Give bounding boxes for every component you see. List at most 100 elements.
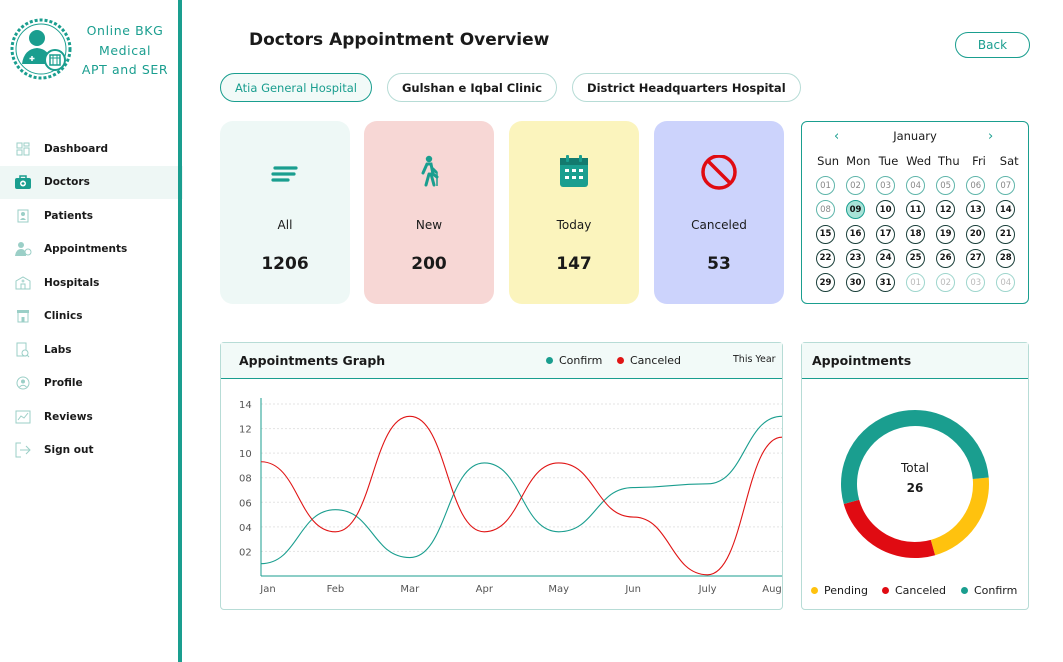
sidebar-divider [178, 0, 182, 662]
tab-atia-general-hospital[interactable]: Atia General Hospital [220, 73, 372, 102]
calendar-day[interactable]: 16 [846, 224, 866, 244]
donut-segment-canceled [841, 410, 989, 558]
calendar-day[interactable]: 11 [906, 200, 926, 220]
calendar-day[interactable]: 18 [906, 224, 926, 244]
calendar-day[interactable]: 22 [816, 248, 835, 268]
sidebar-item-hospitals[interactable]: Hospitals [0, 266, 183, 300]
calendar-day[interactable]: 09 [846, 200, 866, 220]
calendar-day[interactable]: 12 [936, 200, 956, 220]
legend-label: Confirm [974, 584, 1018, 597]
sidebar-item-sign-out[interactable]: Sign out [0, 434, 183, 468]
canceled-appointments-card[interactable]: Canceled 53 [654, 121, 784, 304]
sidebar-item-labs[interactable]: Labs [0, 333, 183, 367]
calendar-day[interactable]: 25 [906, 248, 926, 268]
calendar-day[interactable]: 24 [876, 248, 896, 268]
series-line-confirm [260, 415, 782, 565]
cancel-icon [654, 155, 784, 195]
y-tick-label: 06 [239, 498, 252, 509]
new-appointments-card[interactable]: New 200 [364, 121, 494, 304]
chevron-right-icon[interactable]: › [988, 129, 994, 144]
sidebar-item-label: Hospitals [44, 276, 100, 289]
calendar-day[interactable]: 04 [996, 273, 1016, 293]
calendar-day[interactable]: 21 [996, 224, 1016, 244]
all-appointments-card[interactable]: All 1206 [220, 121, 350, 304]
calendar-day[interactable]: 10 [876, 200, 896, 220]
today-appointments-card[interactable]: Today 147 [509, 121, 639, 304]
brand-line-2: Medical [98, 42, 152, 58]
calendar-day[interactable]: 20 [966, 224, 986, 244]
legend-dot-confirm [546, 357, 553, 364]
sidebar-item-doctors[interactable]: Doctors [0, 165, 183, 199]
calendar-icon [509, 155, 639, 195]
doctor-bag-icon [14, 173, 32, 191]
sidebar-nav: Dashboard Doctors Patients Appointments [0, 132, 183, 467]
calendar-day[interactable]: 06 [966, 176, 986, 195]
sidebar-item-label: Sign out [44, 444, 94, 457]
back-button[interactable]: Back [955, 32, 1030, 58]
weekday-label: Wed [906, 154, 932, 168]
tab-gulshan-e-iqbal-clinic[interactable]: Gulshan e Iqbal Clinic [386, 73, 558, 102]
sidebar-item-profile[interactable]: Profile [0, 367, 183, 401]
calendar-day[interactable]: 01 [816, 176, 835, 195]
calendar-day[interactable]: 17 [876, 224, 896, 244]
calendar-day[interactable]: 13 [966, 200, 986, 220]
range-selector[interactable]: This Year [733, 354, 776, 365]
hospital-icon [14, 274, 32, 292]
calendar-day[interactable]: 02 [846, 176, 866, 195]
calendar-day[interactable]: 19 [936, 224, 956, 244]
weekday-label: Sun [817, 154, 840, 168]
calendar-day[interactable]: 14 [996, 200, 1016, 220]
calendar-day[interactable]: 04 [906, 176, 926, 195]
calendar-month: January [893, 129, 937, 143]
donut-center-label: Total [900, 461, 930, 475]
calendar-day[interactable]: 27 [966, 248, 986, 268]
sidebar-item-label: Clinics [44, 310, 83, 323]
appointments-graph-panel: Appointments Graph Confirm Canceled This… [220, 342, 783, 610]
calendar-day[interactable]: 29 [816, 273, 835, 293]
logo [10, 18, 72, 80]
reviews-icon [14, 408, 32, 426]
lab-icon [14, 341, 32, 359]
calendar-day[interactable]: 01 [906, 273, 926, 293]
calendar-day[interactable]: 30 [846, 273, 866, 293]
legend-dot-pending [811, 587, 818, 594]
card-value: 1206 [261, 254, 309, 274]
dashboard-icon [14, 140, 32, 158]
calendar-day[interactable]: 15 [816, 224, 835, 244]
legend-dot-canceled [617, 357, 624, 364]
weekday-label: Fri [972, 154, 986, 168]
x-tick-label: Jun [624, 584, 641, 595]
card-value: 147 [556, 254, 592, 274]
calendar-day[interactable]: 02 [936, 273, 956, 293]
sidebar-item-appointments[interactable]: Appointments [0, 233, 183, 267]
calendar-day[interactable]: 07 [996, 176, 1016, 195]
brand-name: Online BKG Medical APT and SER [80, 21, 170, 80]
calendar-day[interactable]: 26 [936, 248, 956, 268]
sidebar-item-dashboard[interactable]: Dashboard [0, 132, 183, 166]
calendar-day[interactable]: 28 [996, 248, 1016, 268]
calendar-day[interactable]: 03 [876, 176, 896, 195]
calendar-day[interactable]: 08 [816, 200, 835, 220]
tab-district-headquarters-hospital[interactable]: District Headquarters Hospital [572, 73, 801, 102]
sign-out-icon [14, 441, 32, 459]
weekday-label: Tue [878, 154, 899, 168]
calendar-day[interactable]: 31 [876, 273, 896, 293]
list-lines-icon [220, 155, 350, 195]
calendar-day[interactable]: 23 [846, 248, 866, 268]
card-label: Canceled [691, 218, 747, 232]
legend-label: Canceled [895, 584, 947, 597]
legend-pending: Pending [811, 584, 868, 597]
sidebar-item-reviews[interactable]: Reviews [0, 400, 183, 434]
sidebar-item-label: Reviews [44, 410, 93, 423]
sidebar-item-clinics[interactable]: Clinics [0, 300, 183, 334]
calendar-day[interactable]: 03 [966, 273, 986, 293]
calendar-day[interactable]: 05 [936, 176, 956, 195]
page-title: Doctors Appointment Overview [249, 30, 550, 50]
sidebar-item-label: Profile [44, 377, 83, 390]
appointments-donut-panel: Appointments Total 26 Pending Canceled C… [801, 342, 1029, 610]
x-tick-label: Aug [762, 584, 782, 595]
chevron-left-icon[interactable]: ‹ [834, 129, 840, 144]
x-tick-label: Mar [400, 584, 420, 595]
sidebar-item-patients[interactable]: Patients [0, 199, 183, 233]
